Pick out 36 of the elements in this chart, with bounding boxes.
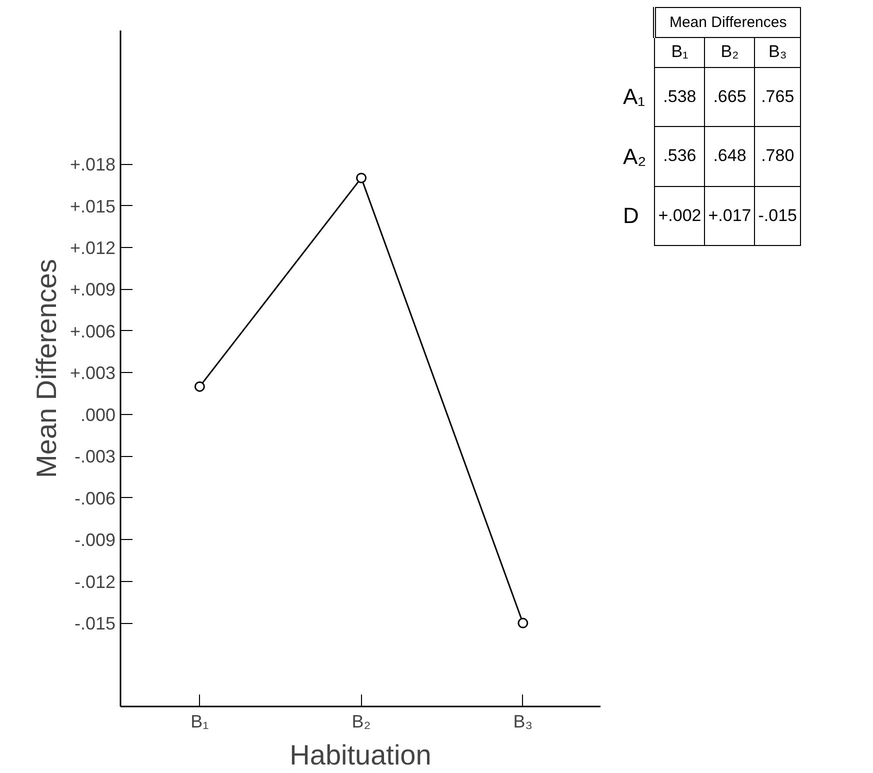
y-tick-label: +.012 (70, 238, 116, 258)
text: +.017 (704, 186, 755, 246)
text: B₁ (654, 38, 705, 68)
y-tick-label: .000 (80, 404, 116, 425)
text: +.002 (654, 186, 705, 246)
x-axis-title: Habituation (290, 740, 432, 770)
text: B₃ (754, 38, 800, 68)
text: .648 (704, 126, 755, 186)
y-axis-title: Mean Differences (30, 259, 62, 478)
x-tick-label: B₂ (352, 712, 371, 732)
y-tick-label: -.006 (74, 488, 116, 508)
point (518, 618, 528, 628)
text: .780 (754, 126, 800, 186)
text: A₂ (622, 142, 648, 171)
text: -.015 (754, 186, 800, 246)
y-tick-label: +.003 (70, 363, 116, 384)
x-tick-label: B₁ (190, 712, 209, 732)
point (194, 381, 205, 392)
point (356, 172, 367, 184)
text: .765 (754, 67, 800, 127)
text: D (622, 202, 640, 230)
y-tick-label: +.006 (70, 321, 116, 342)
y-tick-label: +.018 (70, 154, 116, 175)
text: .536 (654, 126, 705, 186)
text: .665 (704, 67, 755, 127)
text: .538 (654, 67, 705, 127)
y-tick-label: -.012 (74, 572, 116, 592)
x-tick-label: B₃ (513, 712, 533, 732)
y-tick-label: -.015 (74, 614, 116, 634)
text: Mean Differences (654, 8, 800, 38)
y-tick-label: +.009 (70, 280, 116, 300)
text: B₂ (704, 38, 755, 68)
y-tick-label: +.015 (70, 196, 116, 216)
y-tick-label: -.003 (74, 446, 116, 467)
y-tick-label: -.009 (74, 530, 116, 550)
text: A₁ (622, 83, 646, 112)
